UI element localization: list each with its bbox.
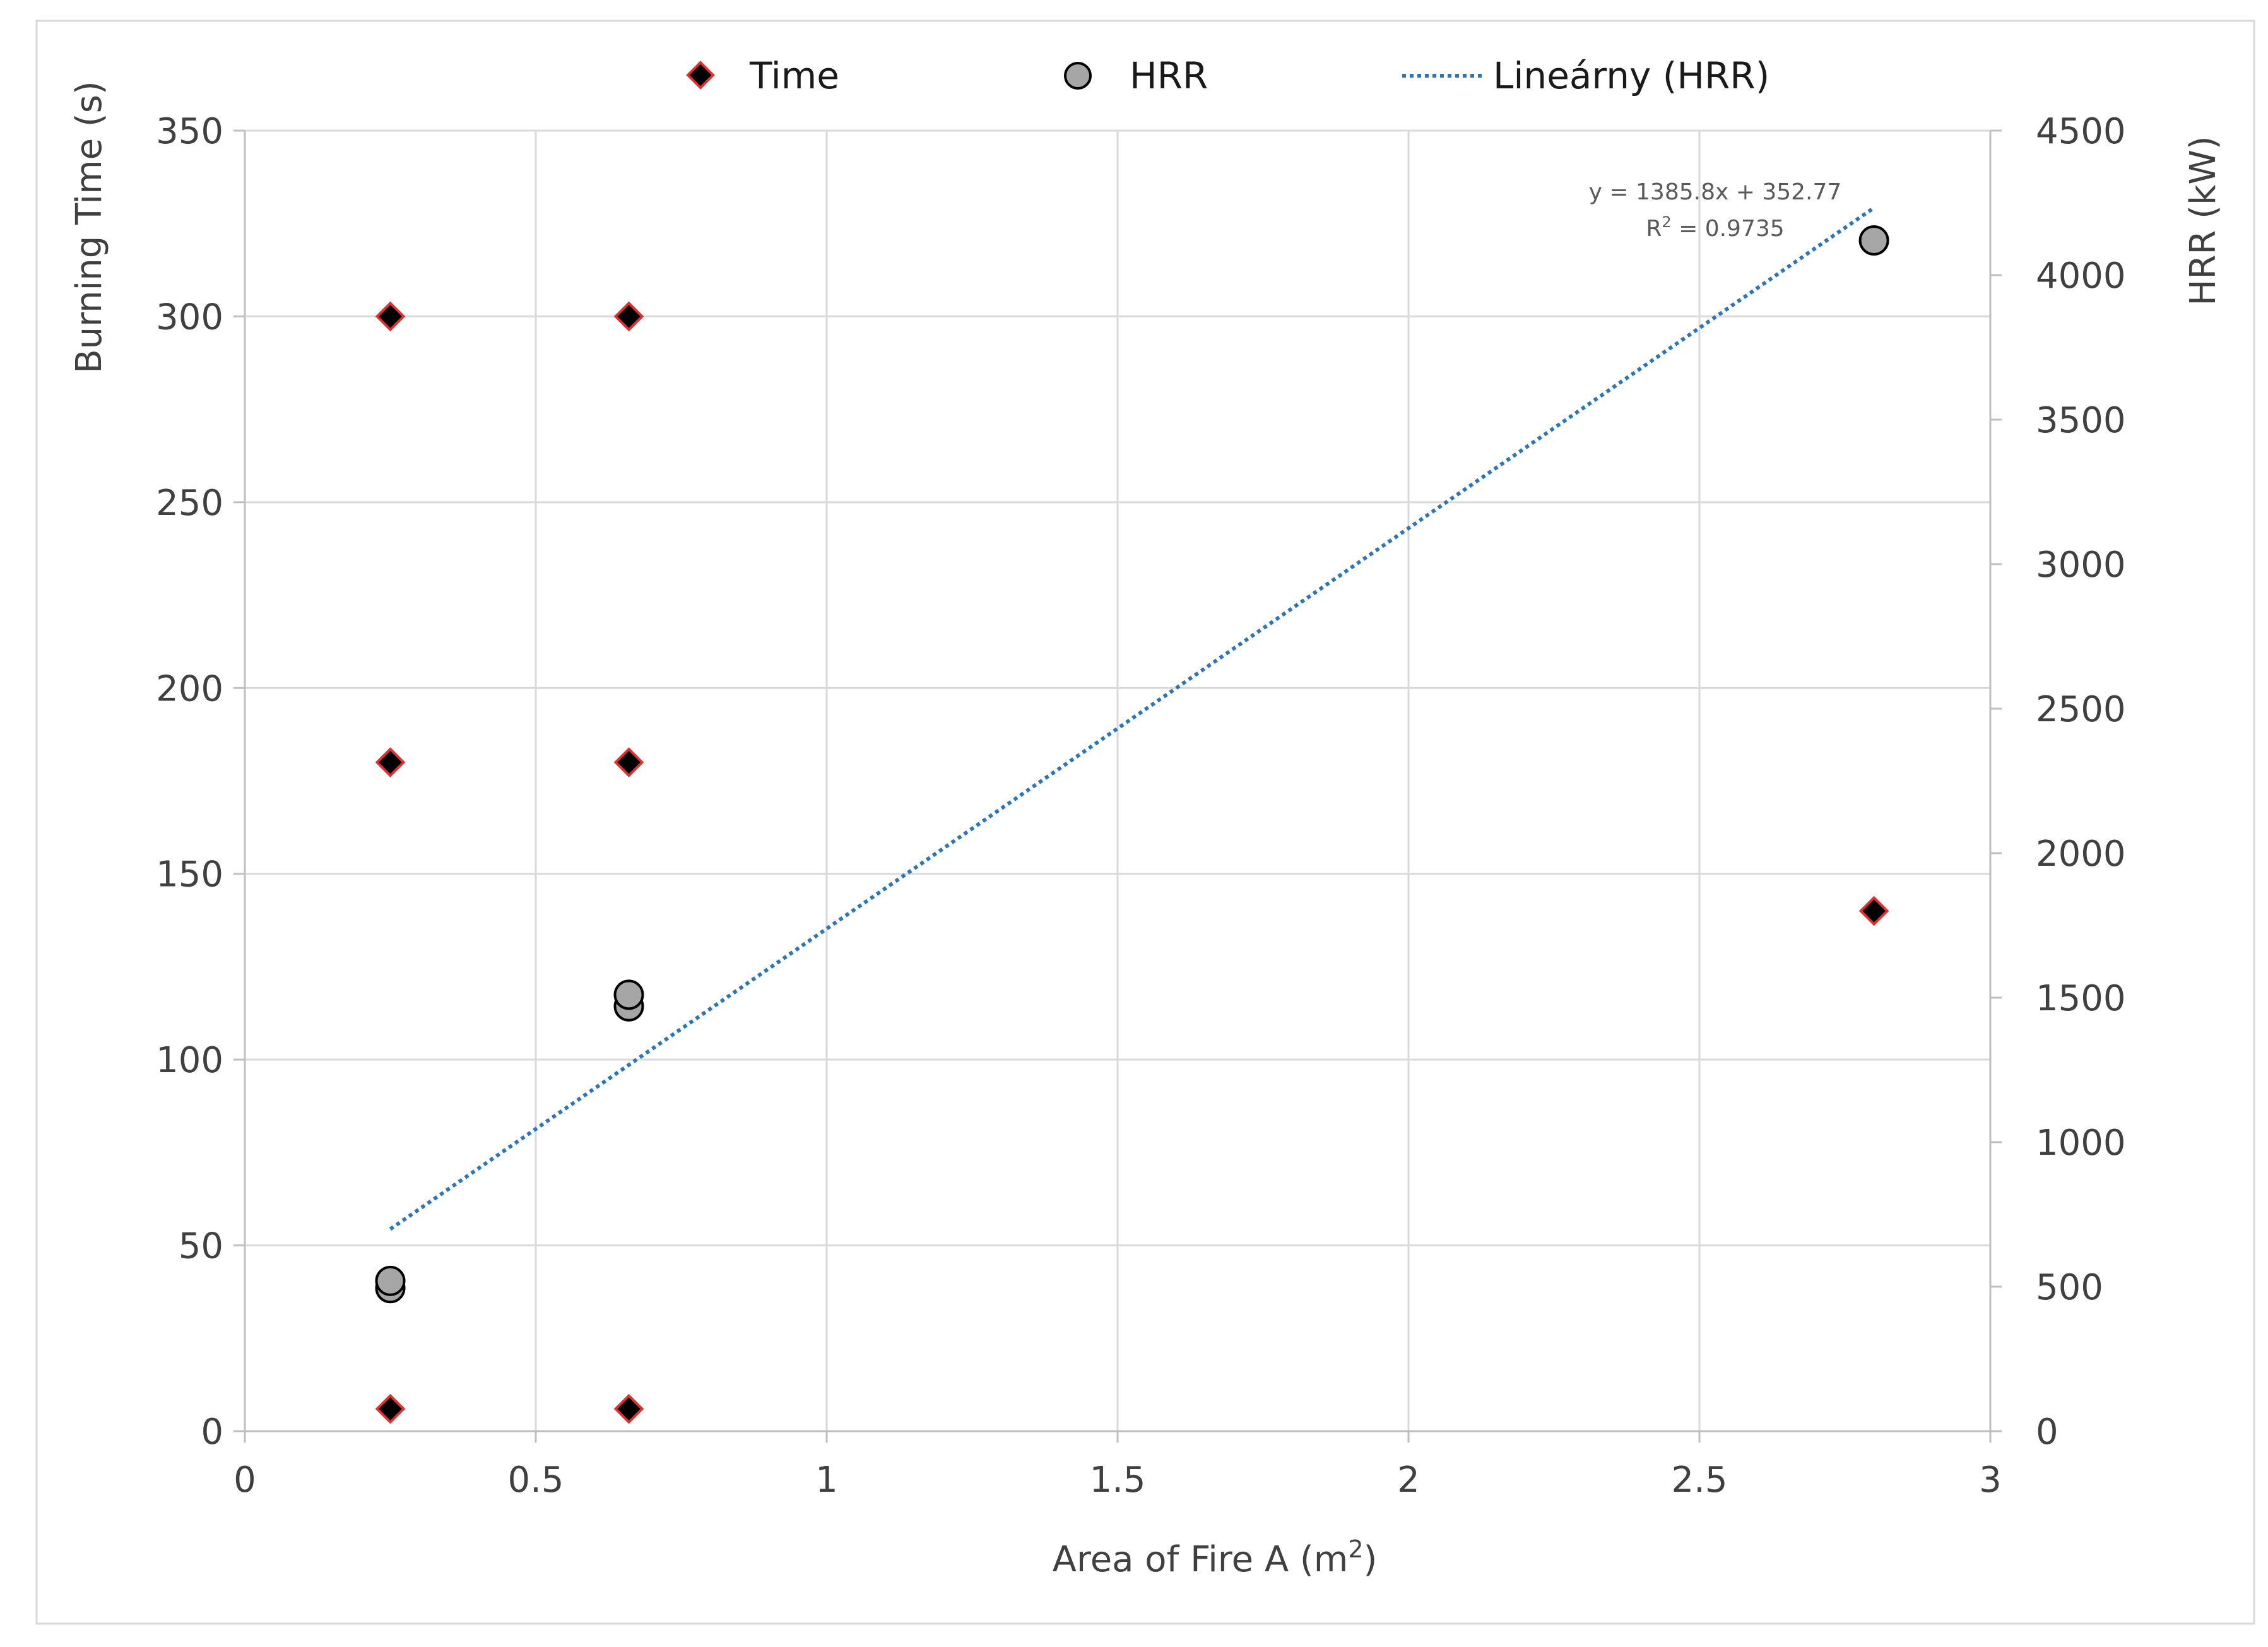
- y-left-tick-label: 350: [156, 111, 223, 152]
- legend-label-time: Time: [749, 54, 839, 97]
- y-left-tick-label: 100: [156, 1040, 223, 1081]
- y-right-tick-label: 1500: [2036, 978, 2126, 1019]
- legend-label-trendline: Lineárny (HRR): [1493, 54, 1769, 97]
- time-point: [613, 1393, 644, 1424]
- trendline-equation: y = 1385.8x + 352.77: [1589, 179, 1842, 205]
- y-right-tick-label: 2000: [2036, 834, 2126, 875]
- y-right-tick-label: 4500: [2036, 111, 2126, 152]
- hrr-point: [613, 979, 644, 1010]
- legend-entry-time: Time: [686, 54, 839, 97]
- time-point: [613, 747, 644, 777]
- legend: Time HRR Lineárny (HRR): [686, 54, 1769, 97]
- time-point: [1858, 895, 1889, 926]
- data-markers: [375, 225, 1889, 1424]
- x-tick-label: 2.5: [1671, 1460, 1727, 1501]
- axes: [233, 129, 2002, 1443]
- legend-circle-icon: [1064, 62, 1092, 90]
- y-left-tick-label: 50: [179, 1226, 223, 1267]
- y-left-tick-label: 0: [201, 1412, 223, 1453]
- y-left-tick-label: 200: [156, 668, 223, 709]
- y-right-tick-label: 1000: [2036, 1123, 2126, 1164]
- chart-frame: [35, 20, 2255, 1625]
- y-right-tick-label: 2500: [2036, 689, 2126, 730]
- x-axis-title: Area of Fire A (m2): [1053, 1535, 1378, 1580]
- y-left-tick-label: 150: [156, 854, 223, 895]
- y-right-tick-label: 3000: [2036, 545, 2126, 586]
- x-tick-label: 0.5: [507, 1460, 564, 1501]
- time-point: [613, 301, 644, 332]
- legend-diamond-icon: [686, 61, 715, 90]
- x-tick-label: 1: [815, 1460, 838, 1501]
- y-right-tick-label: 4000: [2036, 256, 2126, 297]
- trendline-r-squared: R2 = 0.9735: [1646, 213, 1784, 242]
- trendline-layer: [389, 206, 1875, 1231]
- legend-label-hrr: HRR: [1130, 54, 1208, 97]
- legend-entry-hrr: HRR: [1064, 54, 1208, 97]
- x-tick-label: 2: [1397, 1460, 1420, 1501]
- x-tick-label: 0: [233, 1460, 256, 1501]
- time-point: [375, 301, 406, 332]
- y-left-tick-label: 300: [156, 297, 223, 338]
- x-tick-label: 1.5: [1089, 1460, 1145, 1501]
- y-right-tick-label: 3500: [2036, 400, 2126, 441]
- hrr-point: [375, 1265, 406, 1296]
- trendline-hrr: [389, 206, 1875, 1231]
- time-point: [375, 747, 406, 777]
- x-tick-label: 3: [1979, 1460, 2002, 1501]
- y-left-tick-label: 250: [156, 483, 223, 524]
- y-right-tick-label: 0: [2036, 1412, 2058, 1453]
- hrr-point: [1858, 225, 1889, 256]
- y-left-axis-title: Burning Time (s): [69, 81, 110, 374]
- y-right-tick-label: 500: [2036, 1267, 2103, 1308]
- legend-entry-trendline: Lineárny (HRR): [1402, 54, 1769, 97]
- y-right-axis-title: HRR (kW): [2183, 136, 2224, 305]
- time-point: [375, 1393, 406, 1424]
